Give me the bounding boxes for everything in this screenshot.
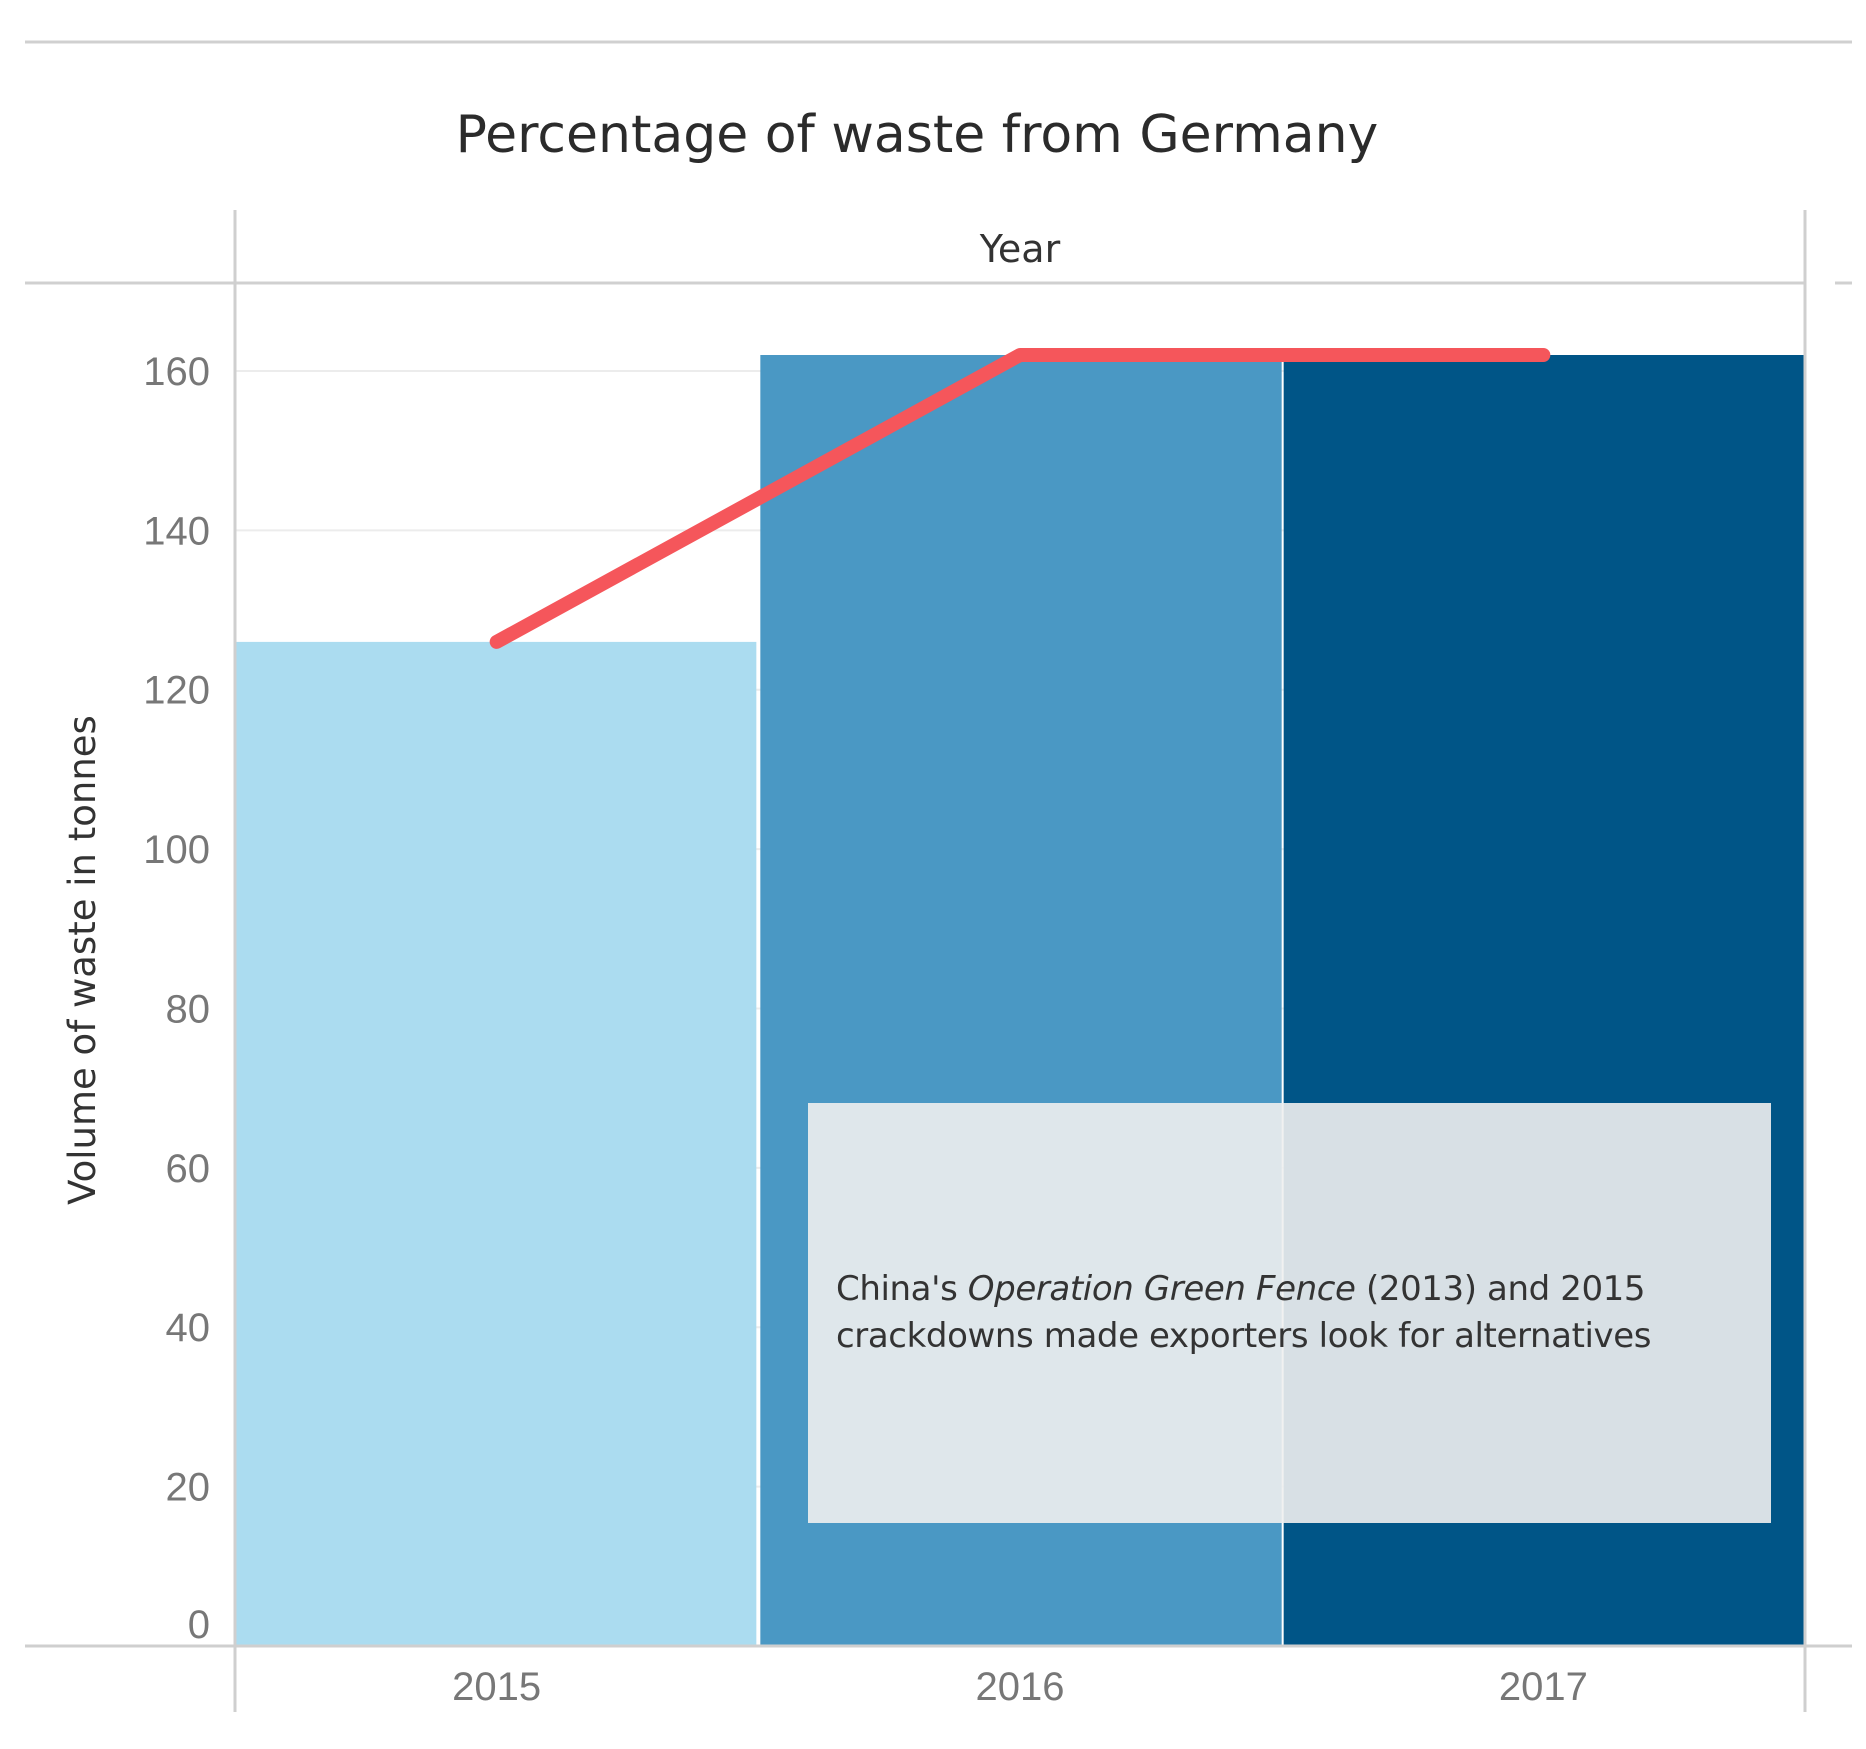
y-tick-100: 100 — [143, 828, 210, 872]
x-tick-2015: 2015 — [452, 1665, 541, 1709]
y-tick-40: 40 — [166, 1306, 211, 1350]
annotation-text: China's Operation Green Fence (2013) and… — [836, 1266, 1743, 1360]
column-header-label: Year — [979, 227, 1061, 271]
line-series — [489, 348, 1551, 649]
annotation-text-before: China's — [836, 1269, 968, 1309]
annotation-text-after: (2013) and 2015 crackdowns made exporter… — [836, 1269, 1652, 1356]
y-tick-120: 120 — [143, 669, 210, 713]
y-tick-20: 20 — [166, 1466, 211, 1510]
x-tick-2017: 2017 — [1499, 1665, 1588, 1709]
y-tick-140: 140 — [143, 509, 210, 553]
y-tick-60: 60 — [166, 1147, 211, 1191]
chart-title: Percentage of waste from Germany — [456, 105, 1379, 165]
annotation-text-italic: Operation Green Fence — [967, 1269, 1356, 1309]
x-axis-ticks: 2015 2016 2017 — [452, 1665, 1588, 1709]
y-tick-0: 0 — [188, 1603, 210, 1647]
y-tick-80: 80 — [166, 987, 211, 1031]
y-axis-label: Volume of waste in tonnes — [61, 715, 104, 1205]
bar-2015[interactable] — [235, 641, 757, 1646]
x-tick-2016: 2016 — [976, 1665, 1065, 1709]
line-path[interactable] — [489, 348, 1551, 649]
y-tick-160: 160 — [143, 350, 210, 394]
y-axis-ticks: 0 20 40 60 80 100 120 140 160 — [143, 350, 210, 1647]
annotation-box: China's Operation Green Fence (2013) and… — [808, 1103, 1771, 1523]
